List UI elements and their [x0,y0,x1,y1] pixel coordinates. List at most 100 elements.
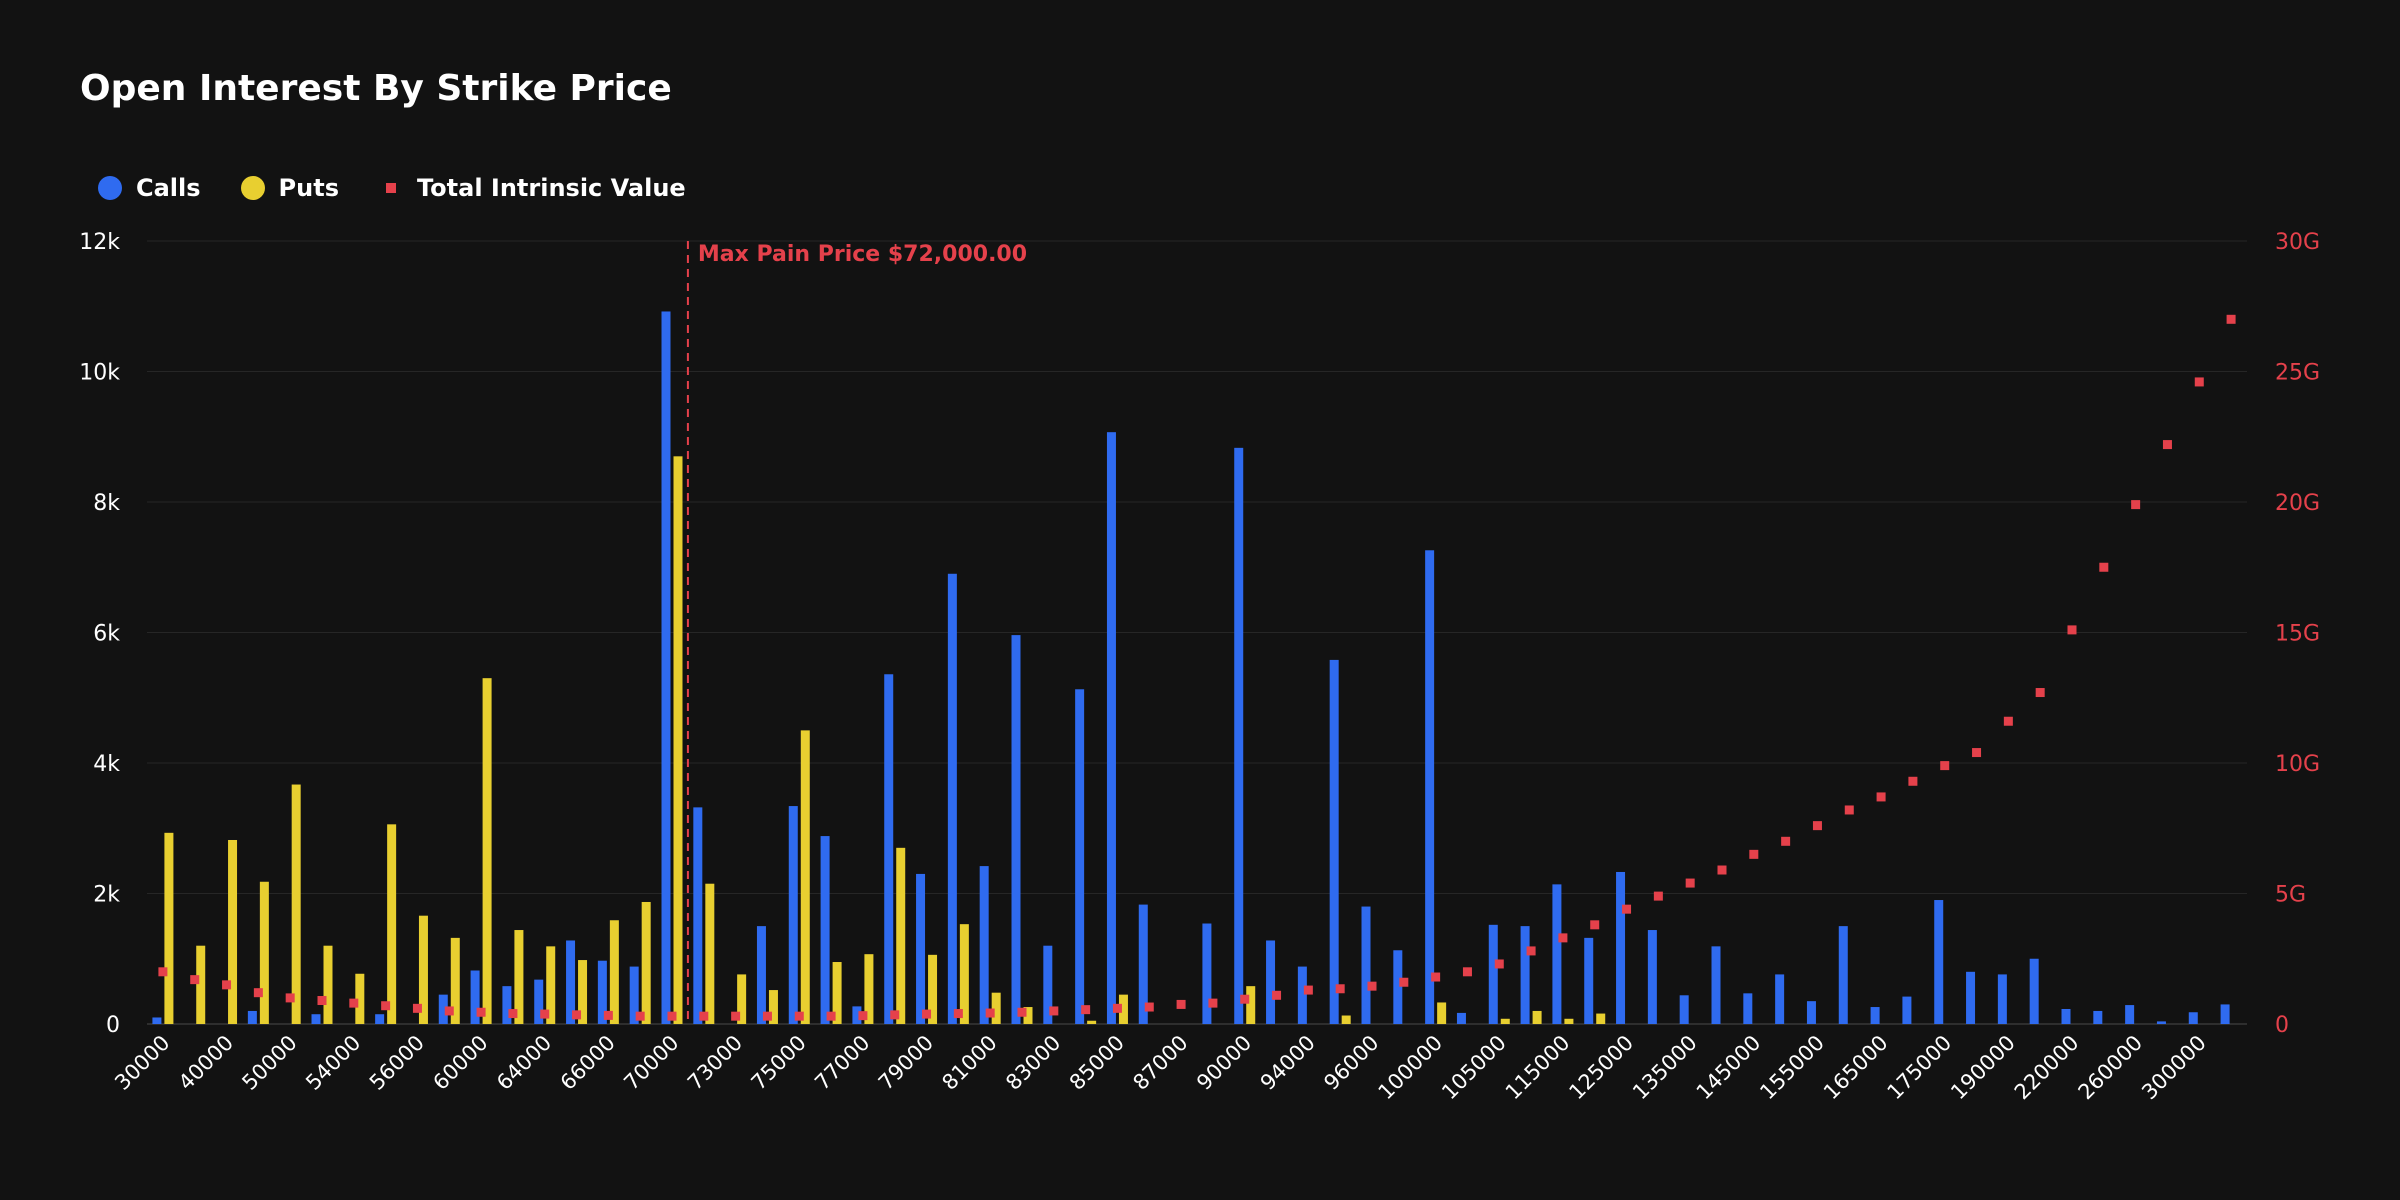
x-tick-label: 73000 [683,1031,747,1095]
puts-bar [546,946,556,1024]
x-tick-label: 85000 [1065,1031,1129,1095]
calls-bar [979,866,989,1024]
calls-bar [311,1014,321,1024]
intrinsic-value-point [2131,500,2141,510]
calls-bar [947,573,957,1024]
calls-bar [597,960,607,1024]
calls-swatch-icon [98,176,122,200]
intrinsic-value-point [1462,967,1472,977]
intrinsic-value-point [2194,377,2204,387]
y-left-tick-label: 8k [93,491,120,516]
puts-bar [482,678,492,1024]
calls-bar [1488,924,1498,1024]
intrinsic-value-point [699,1011,709,1021]
intrinsic-swatch-icon [385,183,396,193]
legend-label-puts: Puts [278,174,339,202]
calls-bar [1711,946,1721,1024]
calls-bar [534,979,544,1024]
intrinsic-value-point [1876,792,1886,802]
x-tick-label: 54000 [301,1031,365,1095]
chart-title: Open Interest By Strike Price [80,68,672,109]
x-tick-label: 100000 [1374,1031,1448,1105]
intrinsic-value-point [1303,985,1313,995]
intrinsic-value-point [253,988,263,998]
intrinsic-value-point [2067,625,2077,635]
puts-bar [1532,1010,1542,1024]
calls-bar [756,926,766,1024]
intrinsic-value-point [2226,314,2236,324]
puts-bar [164,832,174,1024]
calls-bar [1775,974,1785,1024]
legend: Calls Puts Total Intrinsic Value [98,174,726,202]
intrinsic-value-point [1685,878,1695,888]
calls-bar [2029,958,2039,1024]
calls-bar [1966,971,1976,1024]
intrinsic-value-point [2162,440,2172,450]
calls-bar [1393,950,1403,1024]
intrinsic-value-point [985,1008,995,1018]
calls-bar [1997,974,2007,1024]
calls-bar [152,1017,162,1024]
intrinsic-value-point [826,1011,836,1021]
calls-bar [2188,1012,2198,1024]
intrinsic-value-point [1367,981,1377,991]
puts-bar [259,881,269,1024]
intrinsic-value-point [1622,904,1632,914]
calls-bar [629,966,639,1024]
intrinsic-value-point [1240,994,1250,1004]
calls-bar [1616,871,1626,1024]
calls-bar [1552,884,1562,1024]
puts-bar [959,924,969,1024]
calls-bar [1202,923,1212,1024]
intrinsic-value-point [762,1011,772,1021]
y-left-tick-label: 12k [79,230,120,255]
calls-bar [1106,432,1116,1024]
y-right-tick-label: 10G [2275,752,2320,777]
intrinsic-value-point [635,1011,645,1021]
puts-bar [514,930,524,1024]
x-tick-label: 190000 [1946,1031,2020,1105]
intrinsic-value-point [1272,990,1282,1000]
x-tick-label: 105000 [1437,1031,1511,1105]
intrinsic-value-point [349,998,359,1008]
calls-bar [375,1014,385,1024]
puts-bar [1118,994,1128,1024]
intrinsic-value-point [1081,1005,1091,1015]
intrinsic-value-point [412,1003,422,1013]
calls-bar [1266,940,1276,1024]
puts-bar [673,456,683,1024]
x-tick-label: 90000 [1192,1031,1256,1095]
x-tick-label: 60000 [428,1031,492,1095]
intrinsic-value-point [922,1009,932,1019]
intrinsic-value-point [603,1010,613,1020]
legend-item-puts[interactable]: Puts [240,174,339,202]
intrinsic-value-point [1494,959,1504,969]
x-tick-label: 77000 [810,1031,874,1095]
calls-bar [1679,995,1689,1024]
legend-item-calls[interactable]: Calls [98,174,201,202]
y-right-tick-label: 25G [2275,361,2320,386]
calls-bar [852,1006,862,1024]
y-left-tick-label: 6k [93,622,120,647]
intrinsic-value-point [190,975,200,985]
y-left-tick-label: 10k [79,361,120,386]
puts-bar [1564,1018,1574,1024]
calls-bar [820,836,830,1024]
calls-bar [1425,550,1435,1024]
x-tick-label: 30000 [110,1031,174,1095]
intrinsic-value-point [1908,776,1918,786]
calls-bar [1138,904,1148,1024]
legend-item-intrinsic[interactable]: Total Intrinsic Value [379,174,686,202]
y-left-tick-label: 2k [93,883,120,908]
x-tick-label: 94000 [1256,1031,1320,1095]
intrinsic-value-point [158,967,168,977]
calls-bar [2093,1010,2103,1024]
intrinsic-value-point [222,980,232,990]
intrinsic-value-point [285,993,295,1003]
x-tick-label: 96000 [1319,1031,1383,1095]
calls-bar [2156,1021,2166,1024]
x-tick-label: 70000 [619,1031,683,1095]
puts-bar [896,847,906,1024]
x-tick-label: 220000 [2010,1031,2084,1105]
x-tick-label: 125000 [1564,1031,1638,1105]
